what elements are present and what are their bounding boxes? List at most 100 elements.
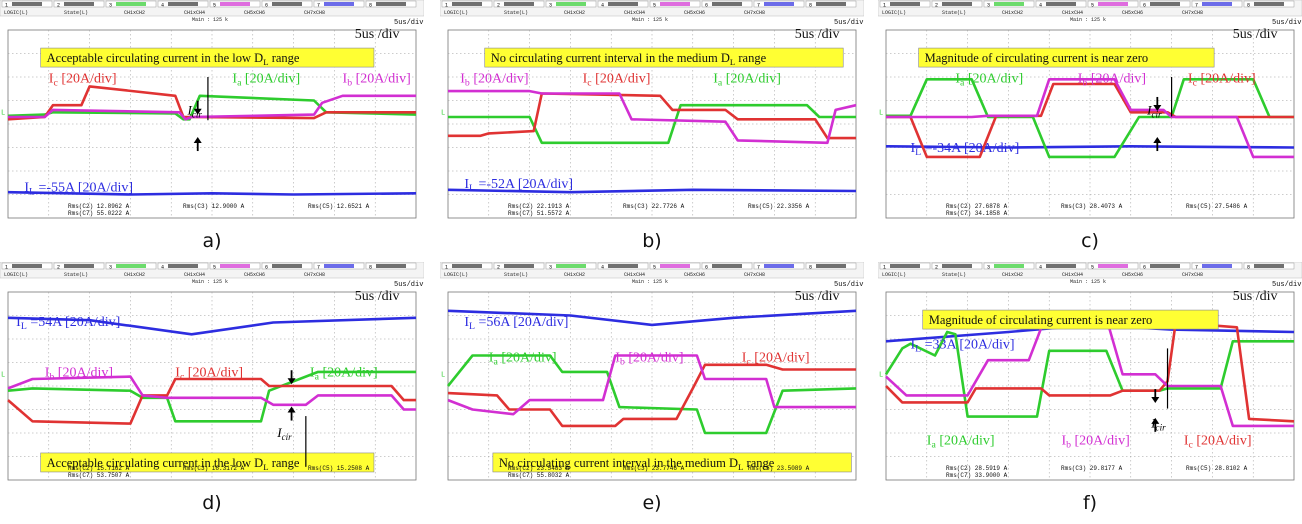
label-ib: Ib [20A/div] [1061, 433, 1129, 450]
trace-il [7, 190, 417, 196]
scope-screen-d: 1 2 3 4 5 6 7 8 LOGIC(L) State(L) CH1xCH2 CH1xCH4 CH… [0, 262, 424, 481]
trace-ia [446, 354, 857, 435]
ground-marker: L [879, 372, 883, 380]
channel-label: 1 [445, 3, 448, 9]
channel-label: 2 [57, 3, 60, 9]
channel-label: 1 [445, 265, 448, 271]
label-ia: Ia [20A/div] [310, 366, 378, 383]
label-il: IL =-55A [20A/div] [24, 181, 133, 198]
trace-ib [448, 89, 857, 145]
circulating-current-marker [1153, 77, 1173, 152]
channel-label: 2 [935, 3, 938, 9]
status-item: State(L) [64, 272, 88, 278]
channel-label: 5 [653, 3, 656, 9]
channel-label: 7 [757, 3, 760, 9]
channel-label: 5 [1091, 3, 1094, 9]
main-rate: Main : 125 k [192, 17, 228, 23]
status-item: CH7xCH8 [744, 10, 765, 16]
label-ic: Ic [20A/div] [1184, 433, 1252, 450]
channel-label: 7 [317, 265, 320, 271]
status-item: LOGIC(L) [882, 272, 906, 278]
trace-ib [8, 94, 416, 121]
scope-screen-a: 1 2 3 4 5 6 7 8 LOGIC(L) State(L) CH1xCH2 CH1xCH4 CH… [0, 0, 424, 219]
channel-header: 1 2 3 4 5 6 7 8 LOGIC(L) State(L) CH1xCH2 CH1xCH4 CH… [0, 0, 424, 17]
status-item: CH5xCH6 [684, 10, 705, 16]
rms-readout: Rms(C2) 12.8962 A [68, 203, 130, 210]
channel-label: 7 [757, 265, 760, 271]
status-item: CH5xCH6 [244, 272, 265, 278]
channel-label: 3 [987, 265, 990, 271]
channel-label: 2 [57, 265, 60, 271]
ground-marker: L [441, 372, 445, 380]
channel-label: 4 [601, 265, 604, 271]
channel-label: 2 [935, 265, 938, 271]
status-item: CH1xCH4 [184, 272, 205, 278]
channel-label: 3 [549, 3, 552, 9]
annotation-text: Acceptable circulating current in the lo… [47, 51, 300, 67]
annotation-text: No circulating current interval in the m… [499, 456, 775, 472]
channel-header: 1 2 3 4 5 6 7 8 LOGIC(L) State(L) CH1xCH2 CH1xCH4 CH… [878, 262, 1302, 279]
timebase-label: 5us /div [355, 289, 400, 304]
main-rate: Main : 125 k [632, 17, 668, 23]
label-il: IL =56A [20A/div] [464, 315, 568, 332]
rms-readout: Rms(C7) 55.0222 A [68, 210, 130, 217]
channel-label: 5 [1091, 265, 1094, 271]
trace-ib [7, 375, 416, 411]
label-ib: Ib [20A/div] [615, 351, 683, 368]
panel-caption: c) [1081, 230, 1099, 252]
label-ia: Ia [20A/div] [927, 433, 995, 450]
circulating-current-label: Icir [187, 103, 203, 120]
channel-label: 8 [809, 265, 812, 271]
status-item: CH5xCH6 [1122, 272, 1143, 278]
channel-label: 3 [109, 3, 112, 9]
rms-readout: Rms(C3) 29.8177 A [1061, 465, 1123, 472]
sweep-rate: 5us/div [1272, 281, 1301, 289]
sweep-rate: 5us/div [1272, 19, 1301, 27]
sweep-rate: 5us/div [394, 281, 423, 289]
channel-label: 6 [265, 265, 268, 271]
panel-caption: a) [202, 230, 222, 252]
trace-ia [886, 78, 1294, 159]
panel-a: 1 2 3 4 5 6 7 8 LOGIC(L) State(L) CH1xCH2 CH1xCH4 CH… [0, 0, 424, 262]
channel-label: 4 [161, 3, 164, 9]
channel-label: 2 [497, 3, 500, 9]
rms-readout: Rms(C2) 28.5919 A [946, 465, 1008, 472]
panel-caption: f) [1082, 492, 1098, 514]
status-item: CH7xCH8 [1182, 272, 1203, 278]
ground-marker: L [441, 110, 445, 118]
annotation-banner: No circulating current interval in the m… [492, 452, 852, 473]
label-ic: Ic [20A/div] [49, 72, 117, 89]
rms-readout: Rms(C2) 23.5483 A [508, 465, 570, 472]
annotation-text: Acceptable circulating current in the lo… [47, 456, 300, 472]
trace-ib [447, 354, 856, 416]
rms-readout: Rms(C7) 53.7507 A [68, 472, 130, 479]
label-ib: Ib [20A/div] [343, 72, 411, 89]
channel-label: 1 [5, 3, 8, 9]
panel-caption: d) [202, 492, 222, 514]
rms-readout: Rms(C5) 15.2508 A [308, 465, 370, 472]
main-rate: Main : 125 k [632, 279, 668, 285]
status-item: CH1xCH4 [184, 10, 205, 16]
status-item: CH1xCH4 [1062, 10, 1083, 16]
sweep-rate: 5us/div [834, 19, 863, 27]
channel-header: 1 2 3 4 5 6 7 8 LOGIC(L) State(L) CH1xCH2 CH1xCH4 CH… [0, 262, 424, 279]
status-item: CH1xCH2 [124, 272, 145, 278]
rms-readout: Rms(C2) 15.7162 A [68, 465, 130, 472]
rms-readout: Rms(C3) 16.3172 A [183, 465, 245, 472]
annotation-banner: Acceptable circulating current in the lo… [40, 47, 375, 68]
label-il: IL =-34A [20A/div] [910, 141, 1019, 158]
status-item: CH5xCH6 [684, 272, 705, 278]
channel-header: 1 2 3 4 5 6 7 8 LOGIC(L) State(L) CH1xCH2 CH1xCH4 CH… [440, 262, 864, 279]
annotation-banner: Magnitude of circulating current is near… [922, 309, 1219, 330]
channel-label: 8 [369, 265, 372, 271]
channel-label: 7 [1195, 3, 1198, 9]
trace-ic [7, 377, 416, 425]
trace-il [447, 309, 857, 327]
status-item: CH1xCH4 [624, 272, 645, 278]
channel-label: 5 [213, 3, 216, 9]
status-item: LOGIC(L) [444, 272, 468, 278]
rms-readout: Rms(C3) 22.7726 A [623, 203, 685, 210]
